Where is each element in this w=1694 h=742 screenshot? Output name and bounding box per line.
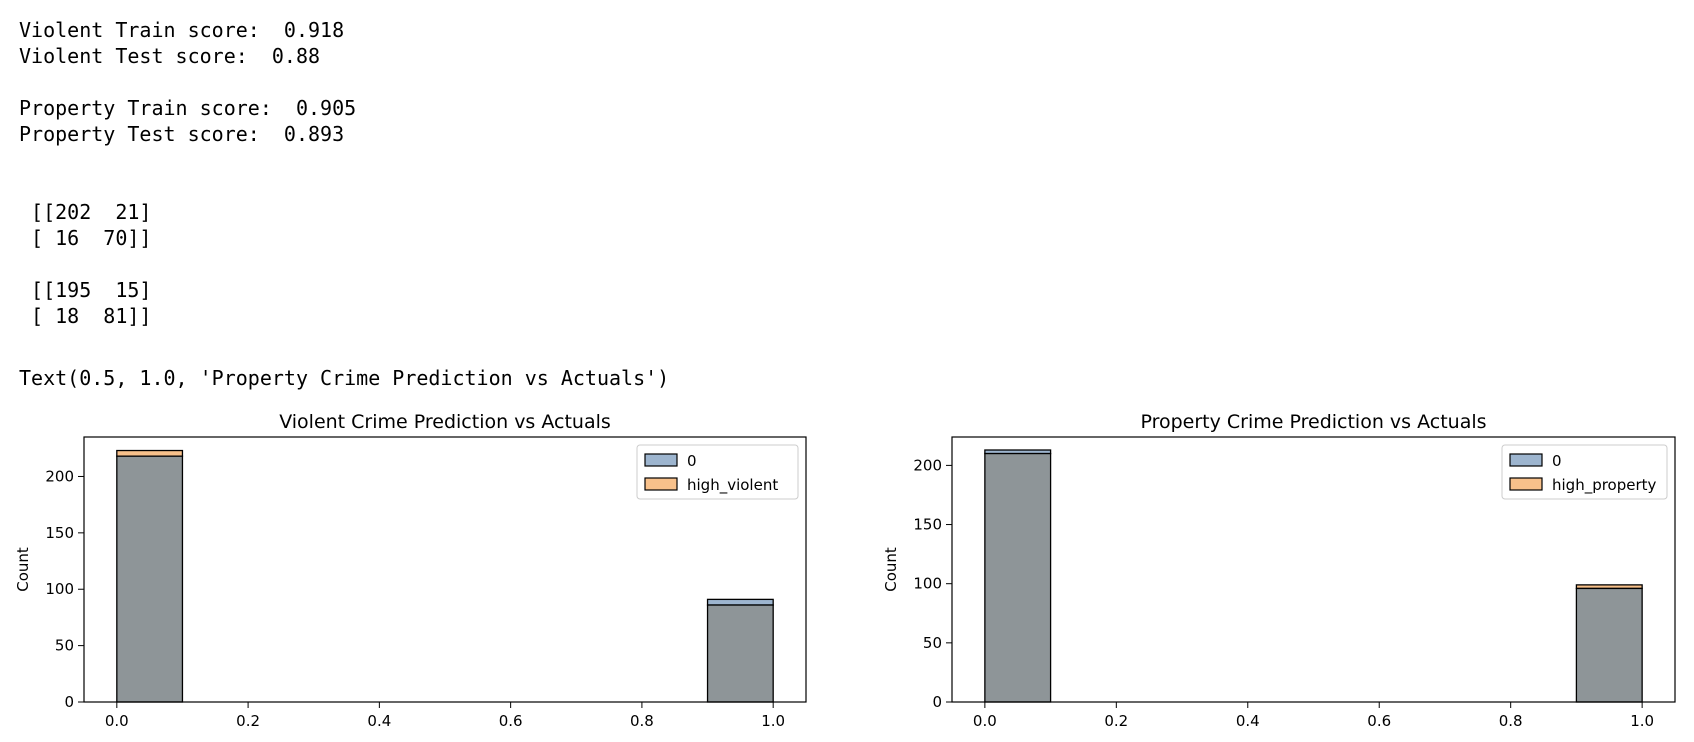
plot-frame (951, 436, 1676, 703)
legend-box (1501, 444, 1668, 500)
y-tick-label: 200 (913, 456, 942, 474)
x-tick-label: 0.8 (1499, 712, 1523, 730)
y-tick-label: 50 (55, 637, 74, 655)
x-tick-label: 0.4 (367, 712, 391, 730)
x-tick-label: 0.0 (973, 712, 997, 730)
chart-title: Violent Crime Prediction vs Actuals (279, 411, 611, 433)
y-tick-label: 100 (45, 580, 74, 598)
y-tick-label: 0 (64, 693, 74, 711)
bar-excess (706, 598, 774, 606)
confusion-matrices-output: [[202 21] [ 16 70]] [[195 15] [ 18 81]] (31, 200, 152, 328)
x-tick-label: 1.0 (761, 712, 785, 730)
chart-title: Property Crime Prediction vs Actuals (1140, 411, 1486, 433)
legend-swatch (1509, 477, 1543, 491)
x-tick-label: 0.8 (630, 712, 654, 730)
legend-label: high_property (1552, 476, 1657, 495)
y-tick-label: 150 (913, 516, 942, 534)
y-tick-label: 150 (45, 524, 74, 542)
x-tick-label: 0.0 (105, 712, 129, 730)
bar-overlap (706, 604, 774, 703)
x-tick-label: 0.6 (1367, 712, 1391, 730)
y-tick-label: 50 (923, 634, 942, 652)
y-tick-label: 200 (45, 467, 74, 485)
plot-frame (83, 436, 807, 703)
chart-1: 0.0 0.2 0.4 0.6 0.8 1.0 0 50 100 150 200 Violent Cr… (14, 411, 807, 730)
legend-label: 0 (1552, 452, 1562, 470)
x-tick-label: 0.4 (1236, 712, 1260, 730)
x-tick-label: 0.2 (236, 712, 260, 730)
bar-excess (116, 449, 184, 457)
y-tick-label: 0 (932, 693, 942, 711)
x-tick-label: 1.0 (1630, 712, 1654, 730)
legend-label: high_violent (687, 476, 778, 495)
legend-swatch (644, 477, 678, 491)
bar-overlap (116, 455, 184, 703)
y-axis-label: Count (882, 547, 900, 592)
y-axis-label: Count (14, 547, 32, 592)
text-repr-output: Text(0.5, 1.0, 'Property Crime Predictio… (19, 366, 670, 390)
bar-overlap (1575, 587, 1643, 703)
x-tick-label: 0.6 (499, 712, 523, 730)
legend-swatch (644, 453, 678, 467)
scores-output: Violent Train score: 0.918 Violent Test … (19, 18, 357, 146)
chart-2: 0.0 0.2 0.4 0.6 0.8 1.0 0 50 100 150 200 Property C… (882, 411, 1676, 730)
bar-overlap (984, 452, 1052, 703)
legend-label: 0 (687, 452, 697, 470)
legend-swatch (1509, 453, 1543, 467)
x-tick-label: 0.2 (1104, 712, 1128, 730)
y-tick-label: 100 (913, 575, 942, 593)
